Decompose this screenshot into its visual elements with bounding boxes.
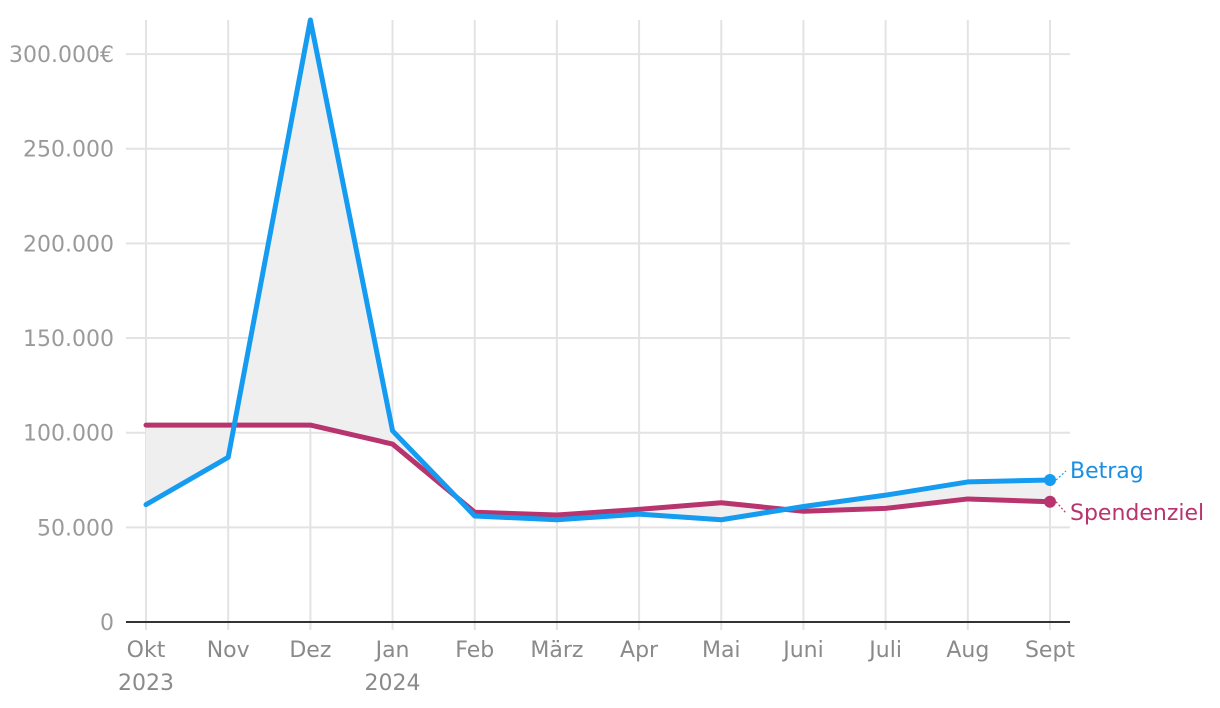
x-year-label: 2024 <box>365 671 421 696</box>
series-leader-line <box>1055 470 1067 481</box>
x-year-label: 2023 <box>118 671 174 696</box>
series-end-label-betrag: Betrag <box>1070 459 1144 484</box>
x-tick-label: Dez <box>289 638 331 663</box>
x-tick-label: März <box>530 638 583 663</box>
x-tick-labels: Okt 2023 Nov Dez Jan 2024 Feb März Apr Mai Juni Jul… <box>118 638 1075 696</box>
series-end-labels: Betrag Spendenziel <box>1044 459 1204 526</box>
y-tick-label: 100.000 <box>23 422 114 447</box>
x-tick-label: Aug <box>946 638 989 663</box>
y-tick-label: 50.000 <box>37 516 114 541</box>
y-tick-label: 150.000 <box>23 327 114 352</box>
difference-fill <box>146 20 1050 520</box>
x-tick-label: Nov <box>207 638 250 663</box>
series-leader-line <box>1055 501 1067 514</box>
series-lines <box>143 17 1053 523</box>
y-tick-label: 300.000€ <box>9 43 114 68</box>
x-tick-label: Feb <box>455 638 494 663</box>
series-end-label-spendenziel: Spendenziel <box>1070 501 1204 526</box>
series-end-marker-spendenziel <box>1044 495 1056 508</box>
series-end-marker-betrag <box>1044 474 1056 487</box>
x-tick-label: Okt <box>127 638 166 663</box>
x-tick-label: Mai <box>702 638 741 663</box>
x-gridlines <box>145 20 1051 630</box>
y-tick-label: 200.000 <box>23 232 114 257</box>
x-tick-label: Juli <box>867 638 902 663</box>
difference-area <box>146 20 1050 520</box>
y-tick-label: 0 <box>100 611 114 636</box>
x-tick-label: Sept <box>1025 638 1075 663</box>
x-tick-label: Apr <box>620 638 659 663</box>
y-tick-label: 250.000 <box>23 138 114 163</box>
series-line-betrag <box>143 17 1053 523</box>
y-tick-labels: 0 50.000 100.000 150.000 200.000 250.000 300.0… <box>9 43 114 636</box>
series-line-spendenziel <box>143 422 1053 518</box>
x-tick-label: Jan <box>374 638 410 663</box>
x-tick-label: Juni <box>781 638 824 663</box>
